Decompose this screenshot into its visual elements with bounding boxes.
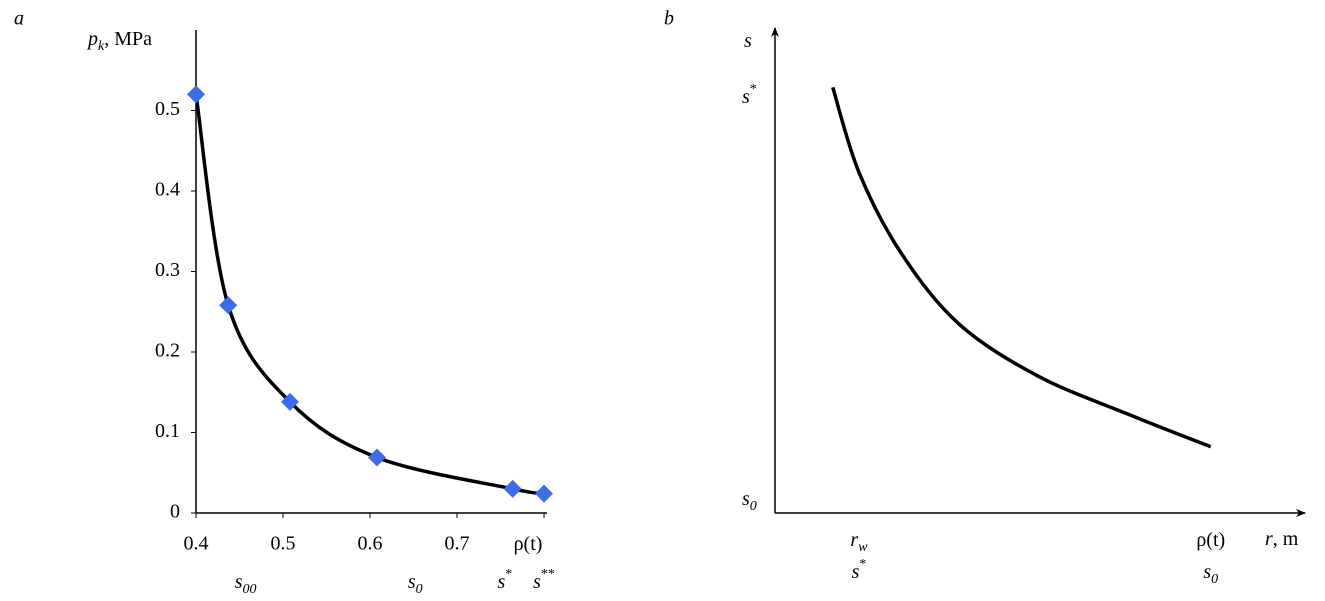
x-annotation: s* xyxy=(497,567,512,592)
panel-label: b xyxy=(664,8,674,30)
x-tick-label-label: r xyxy=(850,529,858,551)
x-tick-label: rw xyxy=(850,529,868,556)
curve xyxy=(194,94,545,496)
x-tick-label-sub: w xyxy=(858,540,868,555)
x-annotation-text: s xyxy=(408,571,416,593)
y-axis-label: s xyxy=(744,30,752,52)
x-annotation-text: s xyxy=(533,571,541,593)
x-tick-label: 0.7 xyxy=(445,533,470,555)
marker xyxy=(219,296,238,315)
x-tick-label-label: ρ(t) xyxy=(1196,529,1225,551)
y-tick-label: 0.5 xyxy=(155,98,180,120)
y-axis-label: pk, MPa xyxy=(86,28,152,55)
y-tick-label-sup: * xyxy=(750,82,757,97)
x-tick-label-label: ρ(t) xyxy=(514,533,543,555)
x-tick-label: 0.6 xyxy=(358,533,383,555)
y-axis-label-sub: k xyxy=(98,39,105,54)
y-axis-label-text: s xyxy=(744,30,752,52)
x-axis-label-text: r xyxy=(1265,528,1273,550)
x-tick-label: 0.5 xyxy=(271,533,296,555)
y-tick-label: 0.4 xyxy=(155,179,180,201)
marker xyxy=(503,479,522,498)
x-annotation: s0 xyxy=(408,571,423,598)
y-tick-label-label: s xyxy=(742,487,750,509)
y-axis-label-rest: , MPa xyxy=(104,28,152,50)
y-tick-label: 0.2 xyxy=(155,340,180,362)
x-annotation-sub: 0 xyxy=(416,582,423,597)
marker xyxy=(187,85,205,104)
x-tick-label: ρ(t) xyxy=(514,533,543,555)
curve xyxy=(831,86,1212,449)
x-annotation: s00 xyxy=(235,571,257,598)
x-annotation-text: s xyxy=(497,571,505,593)
x-annotation-text: s xyxy=(235,571,243,593)
x-axis-label: r, m xyxy=(1265,528,1299,550)
y-tick-label-sub: 0 xyxy=(750,499,757,514)
x-tick-label: ρ(t) xyxy=(1196,529,1225,551)
panel-label: a xyxy=(14,8,24,30)
x-annotation-text: s xyxy=(852,561,860,583)
y-tick-label: 0.3 xyxy=(155,259,180,281)
x-annotation: s* xyxy=(852,557,867,582)
y-tick-label: 0 xyxy=(170,501,180,523)
y-tick-label: s0 xyxy=(742,487,757,514)
x-annotation-sup: * xyxy=(505,567,512,582)
x-annotation-text: s xyxy=(1203,561,1211,583)
marker xyxy=(535,484,553,503)
x-annotation: s0 xyxy=(1203,561,1218,588)
y-axis-label-text: p xyxy=(86,28,98,50)
x-annotation-sup: ** xyxy=(541,567,555,582)
x-tick-label: 0.4 xyxy=(184,533,209,555)
x-annotation-sub: 00 xyxy=(242,582,256,597)
x-annotation-sub: 0 xyxy=(1211,572,1218,587)
y-tick-label-label: s xyxy=(742,85,750,107)
y-tick-label: 0.1 xyxy=(155,420,180,442)
x-axis-label-rest: , m xyxy=(1273,528,1299,550)
x-annotation: s** xyxy=(533,567,555,592)
x-annotation-sup: * xyxy=(859,557,866,572)
marker xyxy=(367,448,386,467)
y-tick-label: s* xyxy=(742,82,757,107)
marker xyxy=(280,392,299,411)
